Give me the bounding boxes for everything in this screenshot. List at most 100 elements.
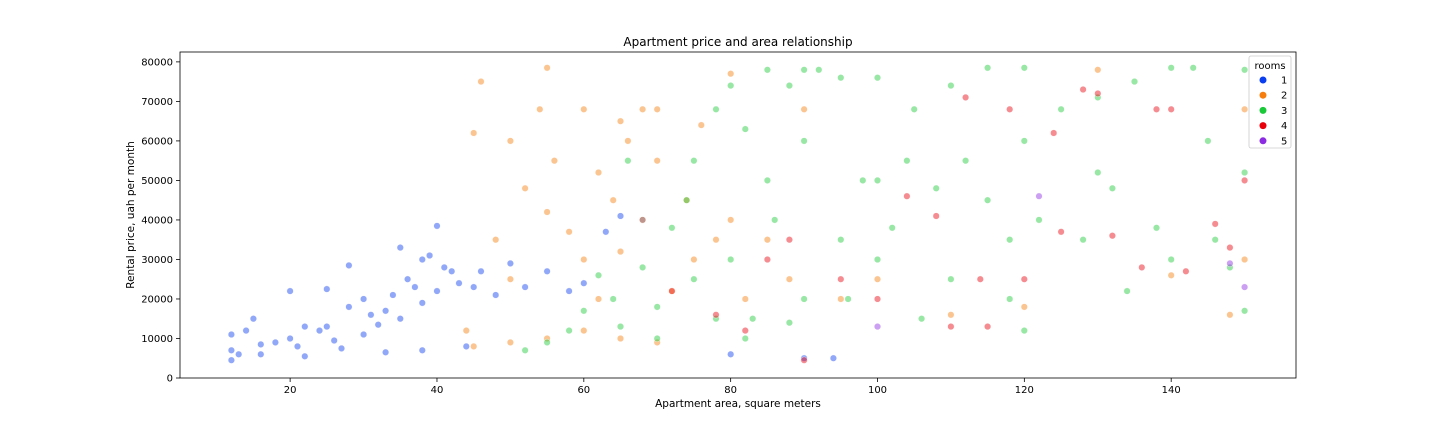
scatter-point	[697, 121, 705, 129]
scatter-point	[286, 335, 294, 343]
x-tick-label: 80	[724, 385, 737, 396]
scatter-point	[470, 283, 478, 291]
scatter-point	[1167, 271, 1175, 279]
scatter-point	[565, 287, 573, 295]
legend-label-2: 2	[1281, 91, 1287, 102]
x-tick-label: 100	[868, 385, 887, 396]
x-tick-label: 40	[431, 385, 444, 396]
series-5	[874, 192, 1249, 331]
scatter-point	[1138, 263, 1146, 271]
scatter-point	[712, 105, 720, 113]
legend-title: rooms	[1254, 61, 1285, 72]
scatter-point	[829, 354, 837, 362]
scatter-point	[257, 350, 265, 358]
scatter-point	[947, 275, 955, 283]
y-axis: 0 10000 20000 30000 40000 50000 60000 70000 8000…	[141, 57, 180, 385]
scatter-point	[602, 228, 610, 236]
scatter-point	[1108, 184, 1116, 192]
scatter-point	[617, 335, 625, 343]
scatter-point	[712, 236, 720, 244]
scatter-point	[690, 256, 698, 264]
scatter-point	[565, 327, 573, 335]
scatter-point	[1189, 64, 1197, 72]
scatter-point	[1094, 93, 1102, 101]
scatter-point	[301, 352, 309, 360]
scatter-point	[874, 74, 882, 82]
scatter-point	[984, 196, 992, 204]
scatter-point	[543, 338, 551, 346]
scatter-point	[624, 137, 632, 145]
scatter-point	[1094, 89, 1102, 97]
scatter-point	[235, 350, 243, 358]
scatter-point	[1226, 259, 1234, 267]
scatter-point	[1108, 232, 1116, 240]
scatter-point	[543, 267, 551, 275]
scatter-point	[227, 356, 235, 364]
scatter-point	[227, 346, 235, 354]
x-tick-label: 120	[1015, 385, 1034, 396]
scatter-point	[433, 222, 441, 230]
scatter-point	[874, 295, 882, 303]
scatter-point	[837, 295, 845, 303]
scatter-point	[330, 337, 338, 345]
scatter-point	[506, 259, 514, 267]
legend: rooms 1 2 3 4 5	[1248, 55, 1292, 149]
scatter-point	[741, 327, 749, 335]
scatter-point	[1226, 311, 1234, 319]
scatter-point	[521, 184, 529, 192]
scatter-point	[785, 319, 793, 327]
scatter-point	[323, 285, 331, 293]
scatter-point	[271, 338, 279, 346]
scatter-point	[367, 311, 375, 319]
scatter-point	[301, 323, 309, 331]
scatter-point	[800, 66, 808, 74]
scatter-point	[249, 315, 257, 323]
scatter-point	[389, 291, 397, 299]
scatter-point	[984, 323, 992, 331]
y-axis-label: Rental price, uah per month	[125, 141, 137, 289]
scatter-point	[800, 354, 808, 362]
scatter-point	[345, 303, 353, 311]
scatter-point	[727, 350, 735, 358]
scatter-point	[595, 168, 603, 176]
scatter-point	[360, 331, 368, 339]
scatter-point	[492, 291, 500, 299]
scatter-point	[800, 105, 808, 113]
scatter-point	[910, 105, 918, 113]
scatter-point	[1167, 256, 1175, 264]
scatter-point	[785, 275, 793, 283]
scatter-point	[418, 346, 426, 354]
scatter-point	[653, 338, 661, 346]
scatter-point	[1020, 64, 1028, 72]
scatter-point	[1226, 263, 1234, 271]
scatter-point	[1006, 105, 1014, 113]
scatter-point	[976, 275, 984, 283]
scatter-point	[741, 125, 749, 133]
scatter-point	[947, 311, 955, 319]
y-tick-label: 10000	[141, 334, 173, 345]
scatter-point	[683, 196, 691, 204]
scatter-point	[1035, 192, 1043, 200]
x-tick-label: 140	[1162, 385, 1181, 396]
scatter-point	[984, 64, 992, 72]
scatter-point	[653, 335, 661, 343]
scatter-point	[1241, 283, 1249, 291]
y-tick-label: 50000	[141, 176, 173, 187]
scatter-point	[690, 275, 698, 283]
scatter-point	[1211, 220, 1219, 228]
scatter-point	[668, 224, 676, 232]
scatter-point	[543, 335, 551, 343]
scatter-point	[690, 157, 698, 165]
scatter-point	[653, 157, 661, 165]
scatter-point	[492, 236, 500, 244]
scatter-point	[477, 78, 485, 86]
scatter-point	[763, 256, 771, 264]
scatter-point	[1241, 256, 1249, 264]
scatter-point	[1182, 267, 1190, 275]
scatter-point	[763, 176, 771, 184]
scatter-point	[1211, 236, 1219, 244]
scatter-point	[1152, 224, 1160, 232]
scatter-point	[257, 340, 265, 348]
scatter-point	[859, 176, 867, 184]
scatter-point	[286, 287, 294, 295]
